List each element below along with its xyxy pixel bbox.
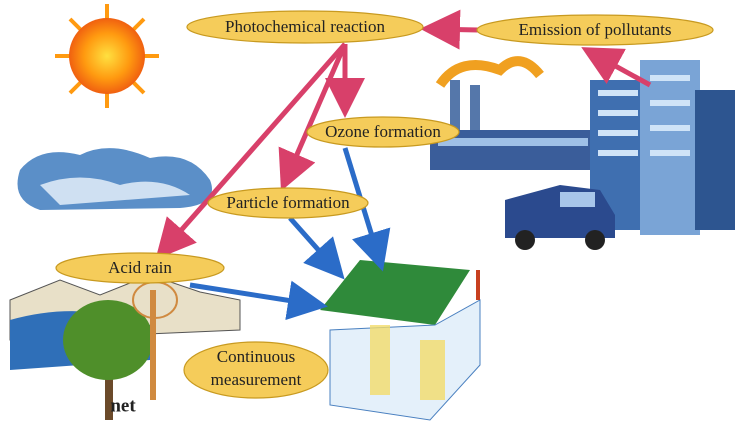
node-label: Photochemical reaction — [225, 17, 386, 36]
factory — [430, 56, 600, 170]
node-label: Continuous — [217, 347, 295, 366]
node-label: measurement — [211, 370, 302, 389]
node-label: Particle formation — [226, 193, 350, 212]
arrows — [155, 9, 652, 321]
node-label: Emission of pollutants — [519, 20, 672, 39]
sun — [55, 4, 159, 108]
bubble — [186, 10, 424, 44]
house — [320, 260, 481, 421]
bubble — [306, 116, 460, 148]
bubble — [55, 252, 225, 284]
bubble — [476, 14, 714, 46]
node-label: Ozone formation — [325, 122, 441, 141]
fragment-text: net — [110, 395, 136, 416]
buildings — [590, 60, 735, 235]
bubble — [207, 187, 369, 219]
bubble — [183, 341, 329, 399]
clouds — [17, 148, 212, 210]
node-label: Acid rain — [108, 258, 172, 277]
landscape — [9, 274, 241, 420]
car — [505, 185, 615, 250]
